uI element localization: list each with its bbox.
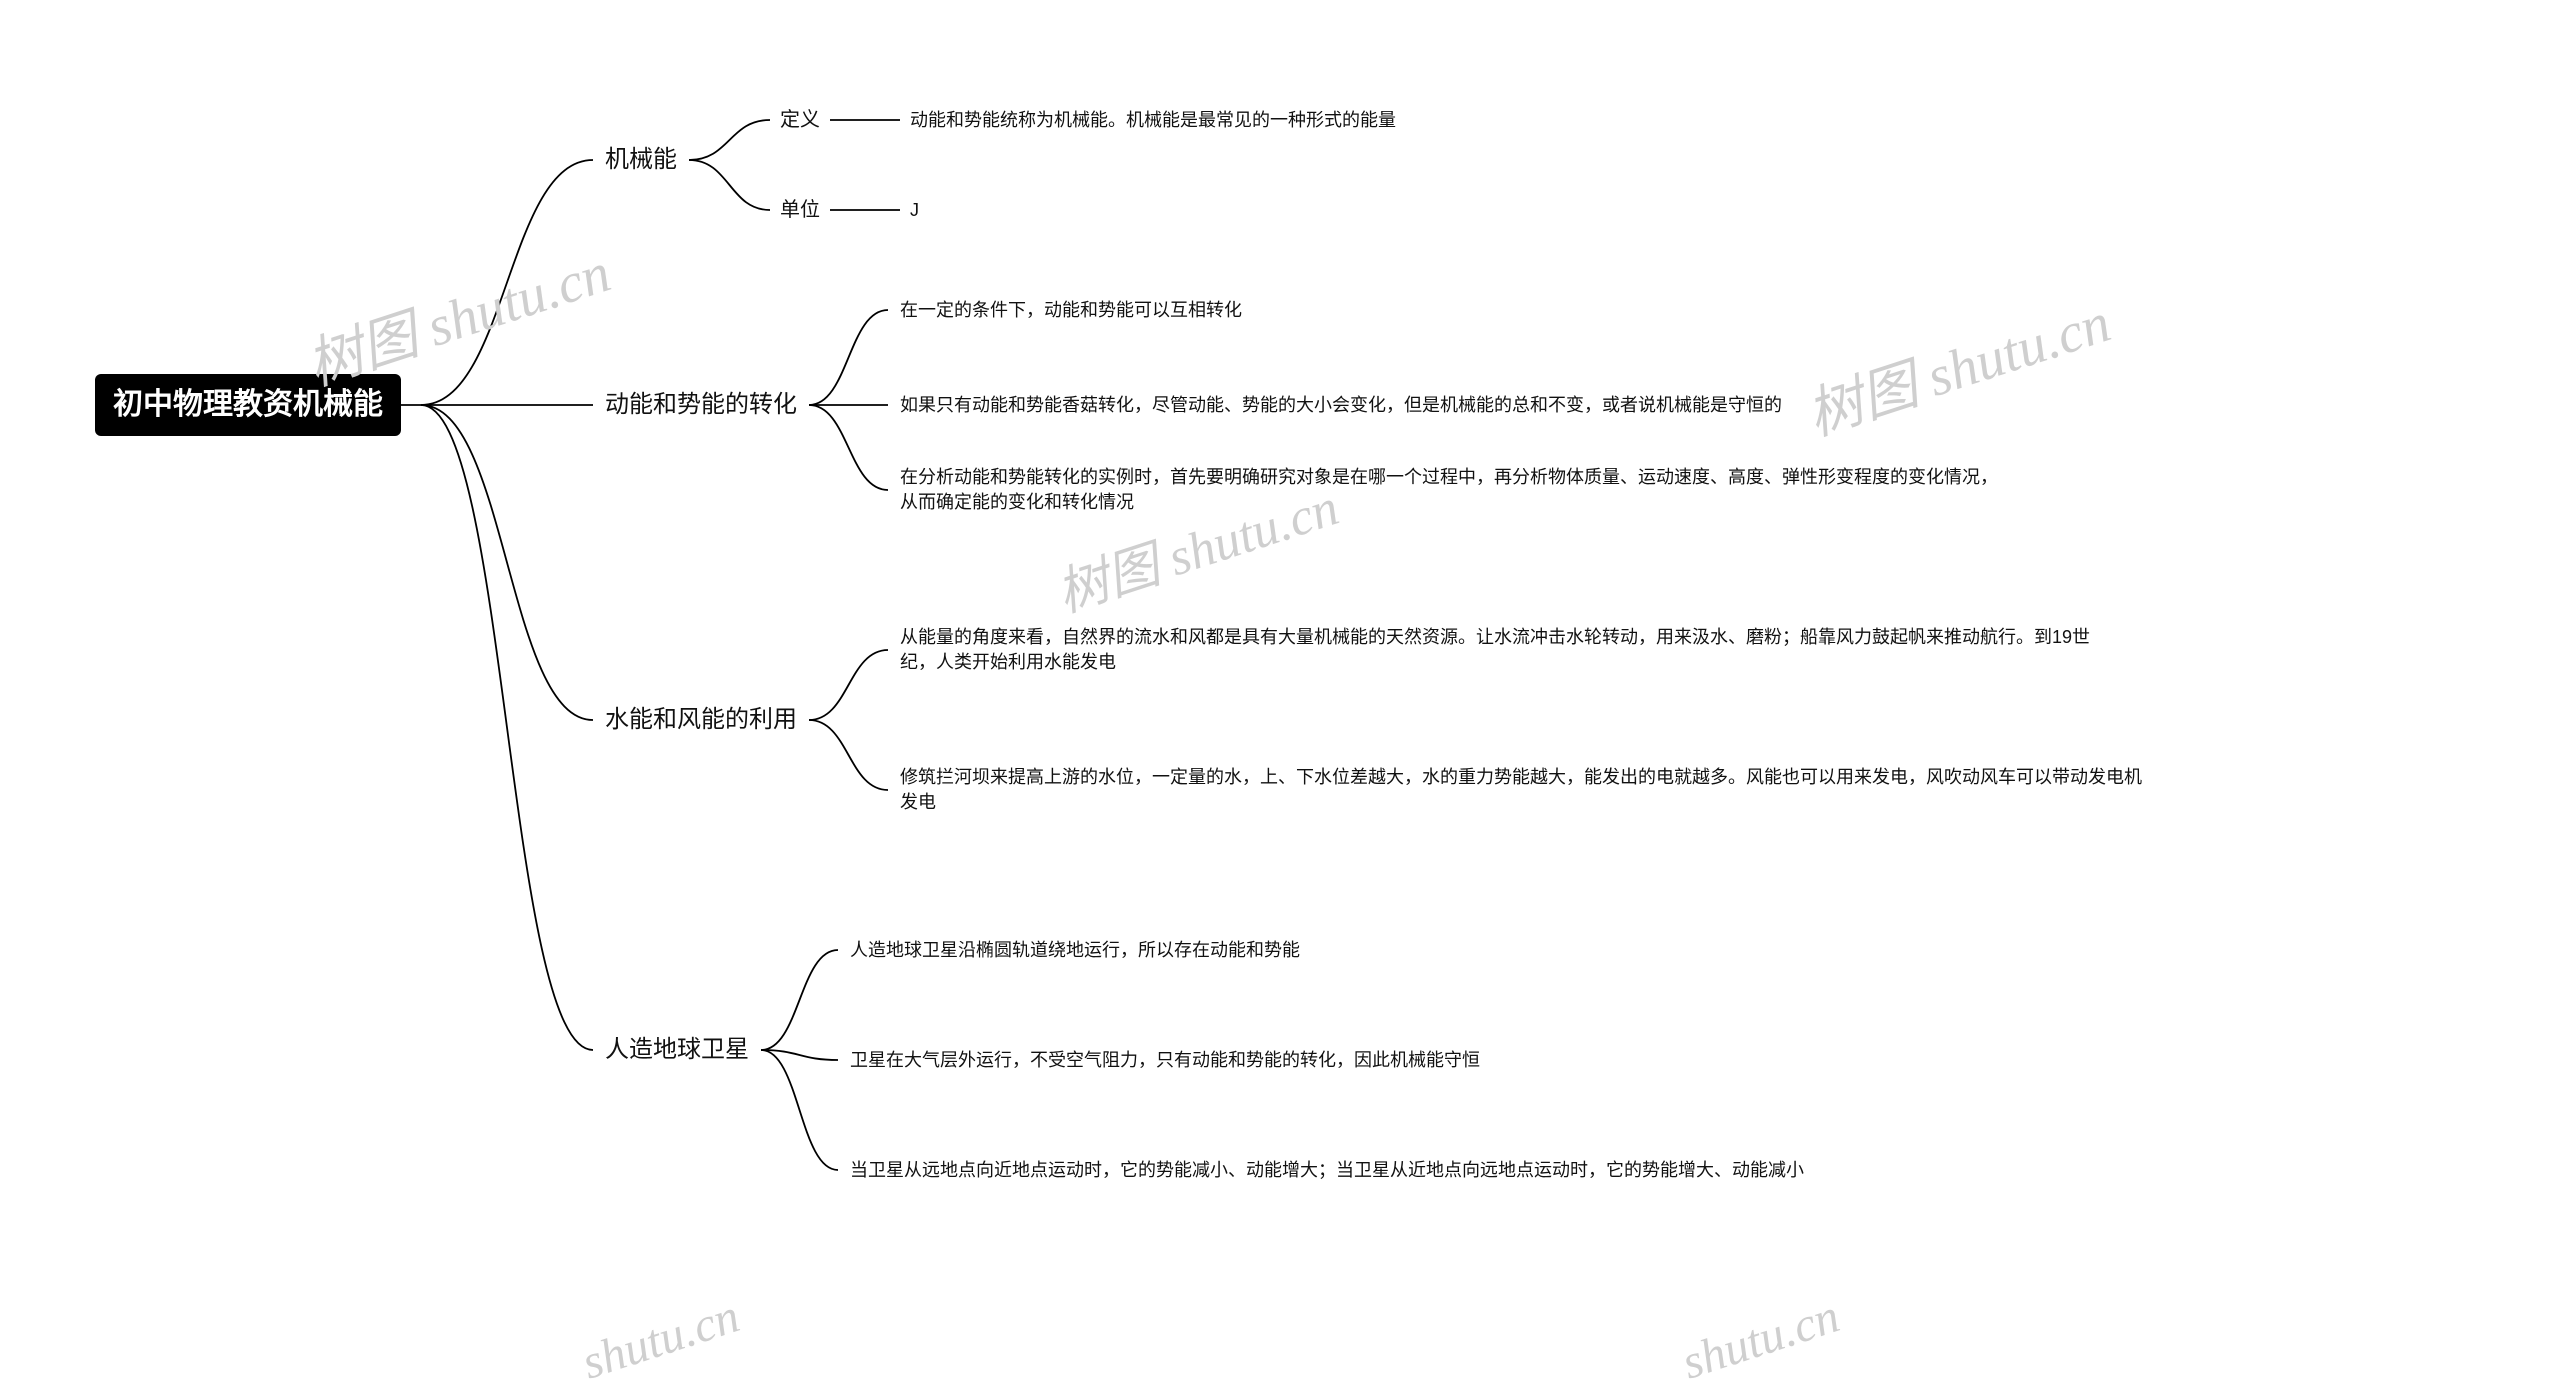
leaf-node: 卫星在大气层外运行，不受空气阻力，只有动能和势能的转化，因此机械能守恒 <box>850 1048 1850 1073</box>
watermark: 树图 shutu.cn <box>1795 277 2119 451</box>
leaf-node: 如果只有动能和势能香菇转化，尽管动能、势能的大小会变化，但是机械能的总和不变，或… <box>900 393 2100 418</box>
branch-node: 动能和势能的转化 <box>605 388 797 422</box>
leaf-node: 从能量的角度来看，自然界的流水和风都是具有大量机械能的天然资源。让水流冲击水轮转… <box>900 625 2100 675</box>
leaf-node: J <box>910 198 1010 223</box>
branch-node: 人造地球卫星 <box>605 1033 749 1067</box>
branch-node: 水能和风能的利用 <box>605 703 797 737</box>
leaf-node: 在一定的条件下，动能和势能可以互相转化 <box>900 298 1800 323</box>
branch-node: 机械能 <box>605 143 677 177</box>
watermark: shutu.cn <box>575 1288 745 1385</box>
leaf-node: 动能和势能统称为机械能。机械能是最常见的一种形式的能量 <box>910 108 1810 133</box>
leaf-node: 在分析动能和势能转化的实例时，首先要明确研究对象是在哪一个过程中，再分析物体质量… <box>900 465 2000 515</box>
root-node: 初中物理教资机械能 <box>95 374 401 436</box>
leaf-node: 修筑拦河坝来提高上游的水位，一定量的水，上、下水位差越大，水的重力势能越大，能发… <box>900 765 2150 815</box>
leaf-node: 当卫星从远地点向近地点运动时，它的势能减小、动能增大；当卫星从近地点向远地点运动… <box>850 1158 2100 1183</box>
leaf-node: 人造地球卫星沿椭圆轨道绕地运行，所以存在动能和势能 <box>850 938 1750 963</box>
watermark: shutu.cn <box>1675 1288 1845 1385</box>
sub-node: 定义 <box>780 106 820 134</box>
sub-node: 单位 <box>780 196 820 224</box>
